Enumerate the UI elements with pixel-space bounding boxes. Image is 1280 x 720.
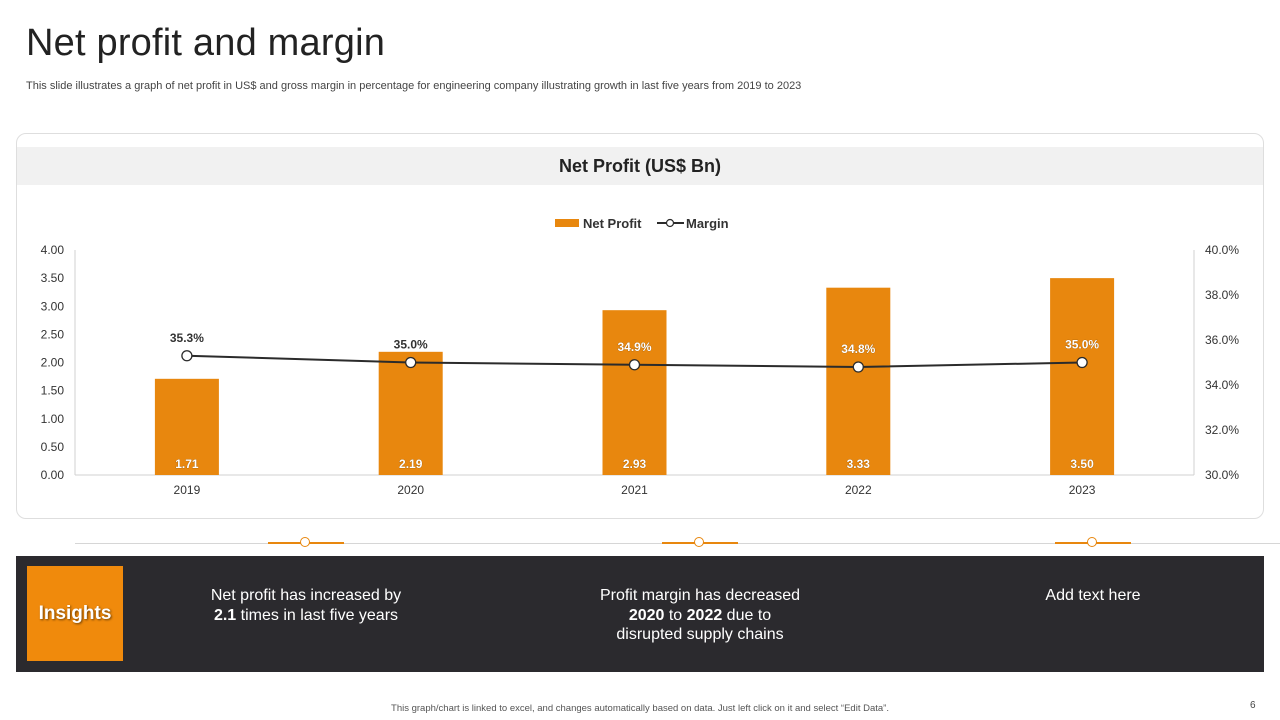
x-tick-label: 2020 bbox=[397, 483, 424, 497]
y-left-tick-label: 2.50 bbox=[41, 327, 65, 341]
x-tick-label: 2022 bbox=[845, 483, 872, 497]
insight-marker-1 bbox=[268, 536, 344, 550]
insight-2-line3: disrupted supply chains bbox=[616, 626, 784, 643]
insight-2-bold-b: 2022 bbox=[686, 606, 723, 624]
insight-1-line2: times in last five years bbox=[236, 606, 399, 624]
x-tick-label: 2019 bbox=[174, 483, 201, 497]
bar-value-label: 2.19 bbox=[399, 457, 423, 471]
x-tick-label: 2021 bbox=[621, 483, 648, 497]
legend-label-net-profit: Net Profit bbox=[583, 216, 642, 231]
insight-1-line1: Net profit has increased by bbox=[210, 587, 402, 604]
margin-point bbox=[181, 350, 193, 362]
y-right-tick-label: 38.0% bbox=[1205, 288, 1239, 302]
insight-2-mid: to bbox=[664, 606, 687, 624]
y-left-tick-label: 1.00 bbox=[41, 412, 65, 426]
insight-2-line2: due to bbox=[722, 606, 772, 624]
marker-dot-icon bbox=[1087, 537, 1097, 547]
insight-3: Add text here bbox=[943, 586, 1243, 606]
insight-1: Net profit has increased by 2.1 times in… bbox=[156, 586, 456, 625]
bar-value-label: 3.50 bbox=[1070, 457, 1094, 471]
y-right-tick-label: 30.0% bbox=[1205, 468, 1239, 482]
y-left-tick-label: 0.00 bbox=[41, 468, 65, 482]
bar-net-profit bbox=[378, 351, 443, 475]
bar-net-profit bbox=[826, 287, 891, 475]
margin-point bbox=[405, 356, 417, 369]
margin-point bbox=[628, 359, 641, 371]
margin-value-label: 35.0% bbox=[394, 338, 428, 352]
y-left-tick-label: 1.50 bbox=[41, 384, 65, 398]
y-right-tick-label: 32.0% bbox=[1205, 423, 1239, 437]
bar-value-label: 3.33 bbox=[847, 457, 871, 471]
bar-value-label: 2.93 bbox=[623, 457, 647, 471]
insights-band bbox=[16, 556, 1264, 672]
margin-point bbox=[852, 361, 864, 373]
legend-label-margin: Margin bbox=[686, 216, 729, 231]
margin-point bbox=[1076, 356, 1088, 369]
insight-1-bold: 2.1 bbox=[213, 606, 237, 624]
legend-swatch-margin-dot bbox=[665, 218, 675, 228]
insight-2-bold-a: 2020 bbox=[628, 606, 665, 624]
y-right-tick-label: 34.0% bbox=[1205, 378, 1239, 392]
chart-header: Net Profit (US$ Bn) bbox=[17, 147, 1263, 185]
page-number: 6 bbox=[1250, 700, 1256, 711]
insights-label: Insights bbox=[27, 566, 123, 661]
bar-net-profit bbox=[602, 310, 667, 475]
y-left-tick-label: 0.50 bbox=[41, 440, 65, 454]
margin-value-label: 35.3% bbox=[170, 331, 204, 345]
y-left-tick-label: 4.00 bbox=[41, 243, 65, 257]
page-title: Net profit and margin bbox=[26, 22, 386, 64]
margin-value-label: 34.8% bbox=[841, 342, 875, 356]
bar-net-profit bbox=[154, 378, 219, 475]
y-left-tick-label: 3.00 bbox=[41, 299, 65, 313]
page-subtitle: This slide illustrates a graph of net pr… bbox=[26, 80, 802, 92]
insight-2: Profit margin has decreased 2020 to 2022… bbox=[550, 586, 850, 645]
margin-value-label: 35.0% bbox=[1065, 338, 1099, 352]
insight-marker-3 bbox=[1055, 536, 1131, 550]
marker-dot-icon bbox=[300, 537, 310, 547]
legend-swatch-net-profit bbox=[555, 219, 579, 227]
insight-3-line1: Add text here bbox=[1045, 587, 1141, 604]
margin-value-label: 34.9% bbox=[617, 340, 651, 354]
y-right-tick-label: 40.0% bbox=[1205, 243, 1239, 257]
bar-net-profit bbox=[1050, 278, 1115, 475]
marker-dot-icon bbox=[694, 537, 704, 547]
x-tick-label: 2023 bbox=[1069, 483, 1096, 497]
footnote: This graph/chart is linked to excel, and… bbox=[391, 703, 889, 714]
y-right-tick-label: 36.0% bbox=[1205, 333, 1239, 347]
y-left-tick-label: 3.50 bbox=[41, 271, 65, 285]
y-left-tick-label: 2.00 bbox=[41, 356, 65, 370]
insight-marker-2 bbox=[662, 536, 738, 550]
bar-value-label: 1.71 bbox=[175, 457, 199, 471]
insight-2-line1: Profit margin has decreased bbox=[599, 587, 801, 604]
